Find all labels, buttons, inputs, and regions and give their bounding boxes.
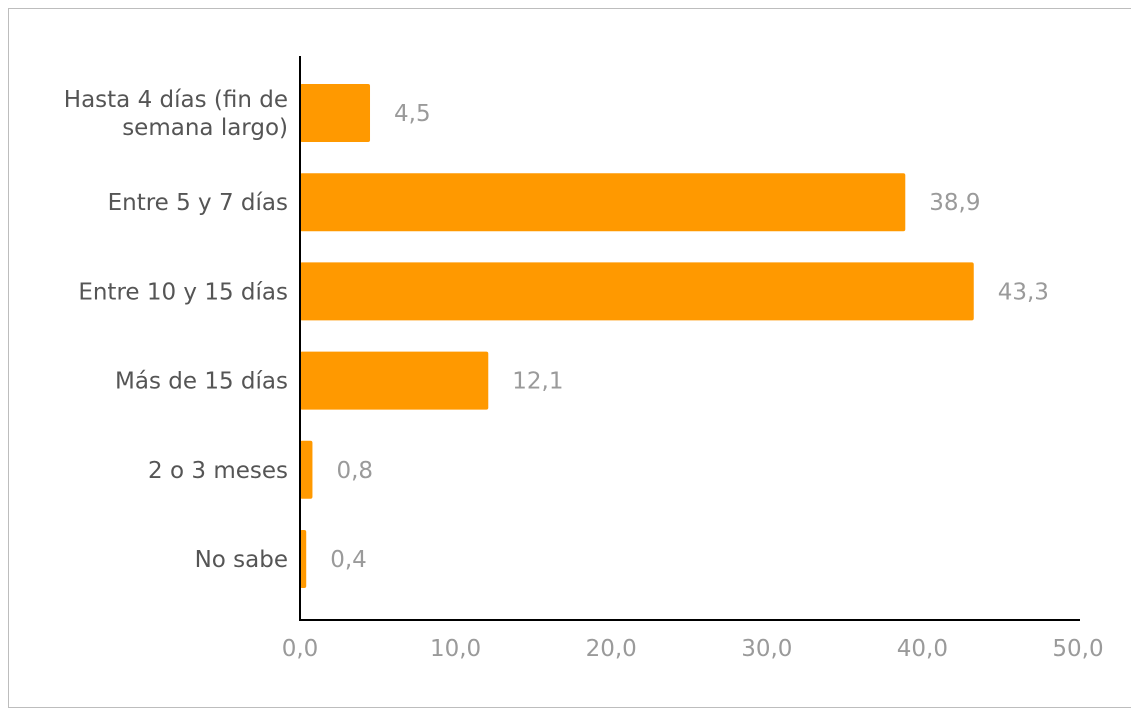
labels-layer: 4,5 Hasta 4 días (fin de semana largo) 38,9… [64, 87, 1049, 573]
category-label-1: Entre 5 y 7 días [108, 190, 288, 216]
value-label-4: 0,8 [336, 458, 373, 484]
category-label-4: 2 o 3 meses [148, 458, 288, 484]
bar-2 [300, 262, 974, 321]
category-label-2: Entre 10 y 15 días [78, 279, 288, 305]
value-label-2: 43,3 [998, 279, 1049, 305]
bar-5 [300, 530, 307, 588]
bar-chart: 4,5 Hasta 4 días (fin de semana largo) 38,9… [64, 56, 1104, 662]
category-label-3: Más de 15 días [115, 369, 288, 395]
x-tick-label-3: 30,0 [741, 636, 792, 662]
bar-3 [300, 351, 489, 410]
x-tick-label-2: 20,0 [586, 636, 637, 662]
value-label-5: 0,4 [330, 547, 367, 573]
x-ticks-layer: 0,0 10,0 20,0 30,0 40,0 50,0 [282, 636, 1104, 662]
value-label-3: 12,1 [512, 369, 563, 395]
bar-0 [300, 84, 371, 142]
x-tick-label-4: 40,0 [897, 636, 948, 662]
x-tick-label-0: 0,0 [282, 636, 319, 662]
x-tick-label-1: 10,0 [430, 636, 481, 662]
bars-layer [300, 84, 974, 588]
category-label-0: Hasta 4 días (fin de semana largo) [64, 87, 288, 141]
value-label-0: 4,5 [394, 101, 431, 127]
bar-1 [300, 173, 906, 232]
value-label-1: 38,9 [929, 190, 980, 216]
x-tick-label-5: 50,0 [1052, 636, 1103, 662]
bar-4 [300, 440, 313, 499]
category-label-5: No sabe [195, 547, 288, 573]
